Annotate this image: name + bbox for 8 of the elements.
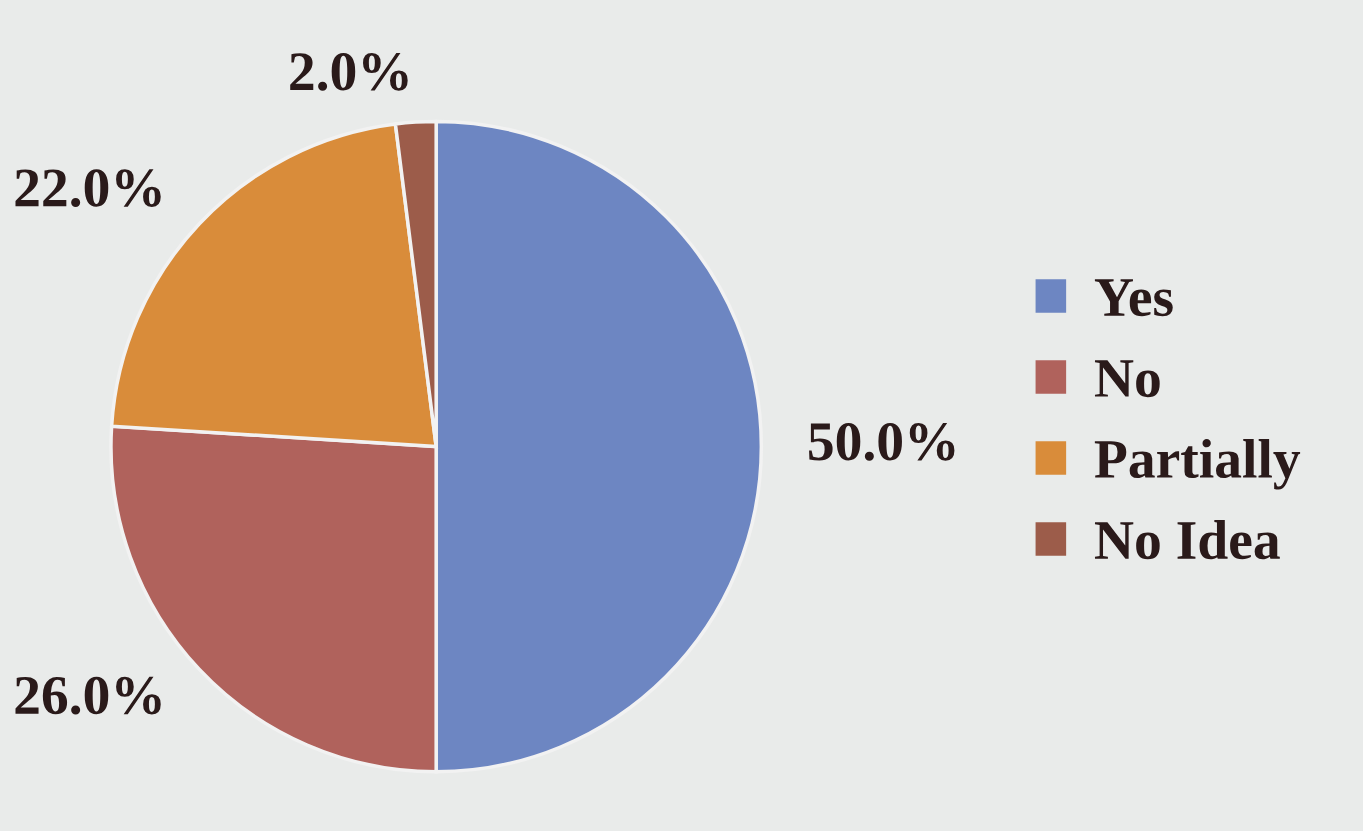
legend-label: Partially [1094, 439, 1301, 490]
data-label: 50.0% [809, 422, 955, 461]
data-label: 2.0% [290, 53, 408, 91]
legend-label: No [1094, 360, 1160, 398]
data-label: 22.0% [15, 169, 161, 207]
data-label: 26.0% [15, 676, 161, 715]
legend-label: Yes [1094, 279, 1173, 317]
legend-label: No Idea [1094, 520, 1280, 560]
